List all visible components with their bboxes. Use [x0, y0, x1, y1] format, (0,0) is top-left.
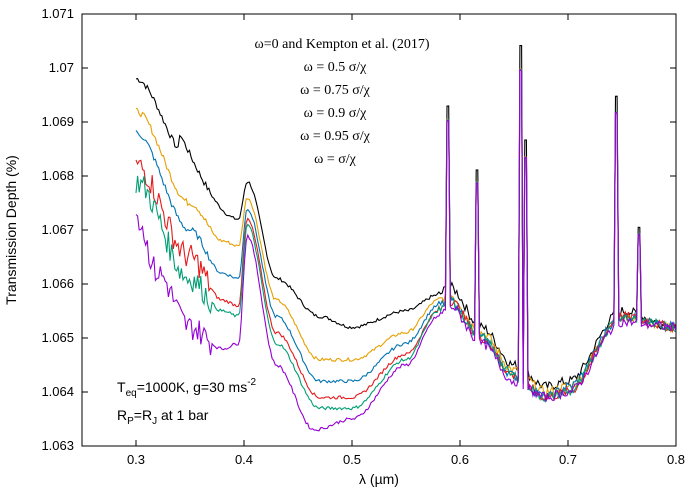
legend-entry-2: ω = 0.75 σ/χ: [300, 83, 371, 98]
legend-entry-1: ω = 0.5 σ/χ: [304, 60, 368, 75]
y-axis-title: Transmission Depth (%): [3, 155, 19, 305]
series-group: [135, 45, 677, 432]
legend-entry-0: ω=0 and Kempton et al. (2017): [255, 37, 430, 52]
legend-entry-4: ω = 0.95 σ/χ: [300, 129, 371, 144]
series-line-3: [135, 69, 676, 402]
x-tick-label: 0.4: [235, 452, 253, 467]
x-tick-label: 0.5: [343, 452, 361, 467]
legend-entry-5: ω = σ/χ: [314, 152, 357, 167]
y-tick-label: 1.07: [49, 60, 74, 75]
legend: ω=0 and Kempton et al. (2017) ω = 0.5 σ/…: [255, 37, 430, 167]
legend-entry-3: ω = 0.9 σ/χ: [304, 106, 368, 121]
series-line-0: [135, 45, 676, 391]
y-tick-label: 1.064: [41, 384, 74, 399]
annotation-teq: Teq=1000K, g=30 ms-2: [117, 377, 257, 399]
x-tick-label: 0.7: [559, 452, 577, 467]
series-line-5: [135, 68, 677, 432]
ticks-group: 0.3 0.4 0.5 0.6 0.7 0.8 1.063 1.064 1.065 1.066 1.…: [41, 6, 685, 467]
annotation-rp: RP=RJ at 1 bar: [117, 407, 209, 427]
x-tick-label: 0.8: [667, 452, 685, 467]
series-line-2: [135, 68, 677, 404]
annotation-block: Teq=1000K, g=30 ms-2 RP=RJ at 1 bar: [117, 377, 257, 427]
x-axis-title: λ (µm): [359, 471, 399, 487]
x-tick-label: 0.3: [127, 452, 145, 467]
x-tick-label: 0.6: [451, 452, 469, 467]
y-tick-label: 1.063: [41, 438, 74, 453]
series-line-4: [135, 69, 676, 411]
y-tick-label: 1.068: [41, 168, 74, 183]
y-tick-label: 1.067: [41, 222, 74, 237]
y-tick-label: 1.071: [41, 6, 74, 21]
y-tick-label: 1.069: [41, 114, 74, 129]
y-tick-label: 1.066: [41, 276, 74, 291]
y-tick-label: 1.065: [41, 330, 74, 345]
